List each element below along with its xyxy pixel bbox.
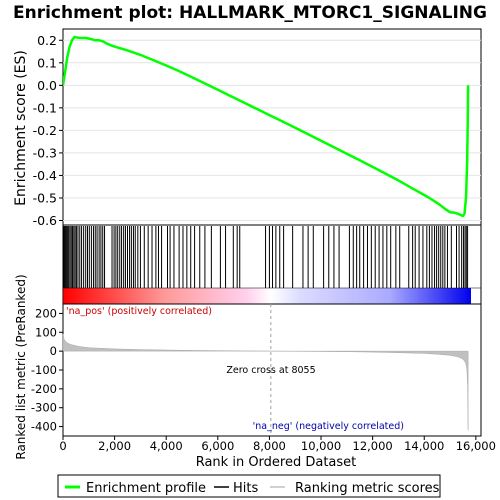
metric-y-axis-label: Ranked list metric (PreRanked): [14, 274, 28, 459]
x-tick-label: 2,000: [98, 439, 131, 453]
chart-title: Enrichment plot: HALLMARK_MTORC1_SIGNALI…: [13, 3, 487, 23]
legend-label-hits: Hits: [233, 481, 258, 496]
x-tick-label: 16,000: [456, 439, 496, 453]
metric-y-tick-label: 200: [35, 306, 57, 320]
es-y-tick-label: 0.0: [37, 78, 57, 93]
metric-y-tick-label: -100: [31, 363, 57, 377]
es-y-tick-label: 0.1: [37, 55, 57, 70]
es-panel: 0.2 0.1 0.0 -0.1 -0.2 -0.3 -0.4 -0.5 -0.6 Enrich…: [13, 29, 481, 228]
metric-y-tick-label: -400: [31, 420, 57, 434]
es-y-tick-label: -0.4: [33, 168, 57, 183]
metric-y-tick-label: -300: [31, 401, 57, 415]
es-y-tick-label: -0.2: [33, 123, 57, 138]
x-tick-label: 6,000: [201, 439, 234, 453]
legend-label-ranking-metric: Ranking metric scores: [295, 481, 440, 496]
metric-y-tick-label: -200: [31, 382, 57, 396]
pos-correlated-label: 'na_pos' (positively correlated): [66, 306, 212, 317]
x-tick-label: 0: [59, 439, 66, 453]
legend-label-enrichment-profile: Enrichment profile: [86, 481, 206, 496]
neg-correlated-label: 'na_neg' (negatively correlated): [253, 421, 404, 432]
x-tick-label: 8,000: [253, 439, 286, 453]
metric-y-tick-label: 100: [35, 325, 57, 339]
es-y-tick-label: -0.1: [33, 100, 57, 115]
hits-panel: [63, 225, 481, 304]
x-tick-label: 12,000: [353, 439, 393, 453]
es-y-tick-label: 0.2: [37, 33, 57, 48]
x-axis-ticks: 0 2,000 4,000 6,000 8,000 10,000 12,000 14,000 1…: [59, 436, 496, 453]
x-tick-label: 14,000: [404, 439, 444, 453]
metric-y-tick-label: 0: [50, 344, 57, 358]
es-y-tick-label: -0.5: [33, 190, 57, 205]
legend: Enrichment profile Hits Ranking metric s…: [58, 475, 440, 497]
zero-cross-label: Zero cross at 8055: [226, 365, 315, 376]
rank-color-bar: [63, 288, 471, 304]
es-y-tick-label: -0.6: [33, 213, 57, 228]
es-y-tick-label: -0.3: [33, 145, 57, 160]
x-axis-label: Rank in Ordered Dataset: [196, 455, 357, 470]
es-panel-frame: [63, 29, 481, 225]
x-tick-label: 4,000: [150, 439, 183, 453]
es-y-axis-label: Enrichment score (ES): [13, 50, 29, 206]
x-tick-label: 10,000: [301, 439, 341, 453]
